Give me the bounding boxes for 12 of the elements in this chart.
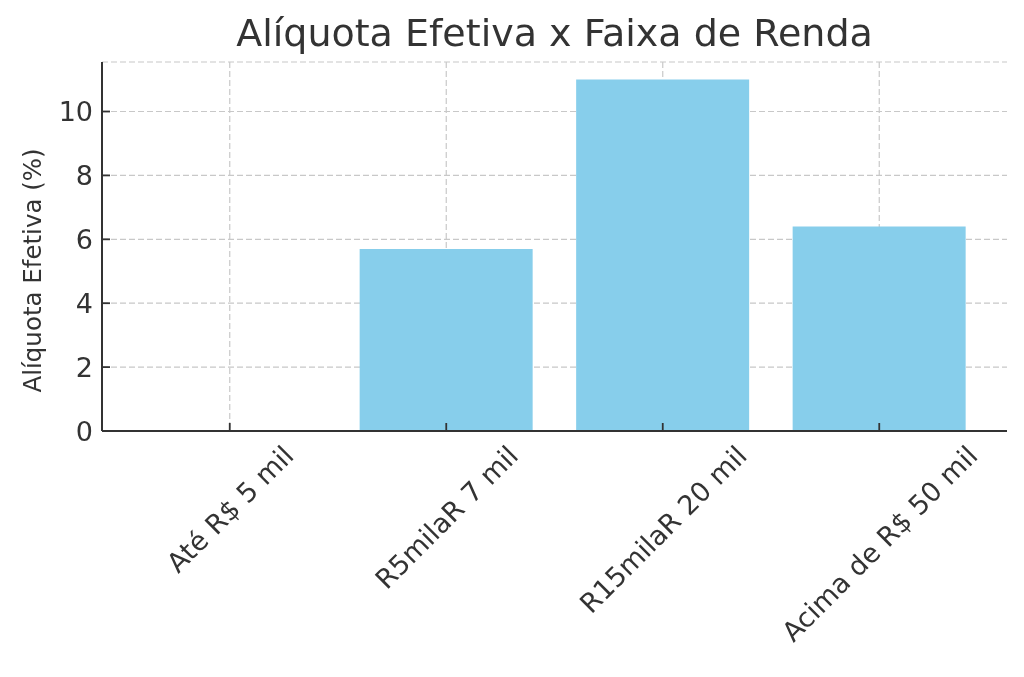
y-tick-label: 2 bbox=[75, 351, 93, 383]
bar bbox=[576, 79, 750, 431]
y-tick-label: 6 bbox=[75, 223, 93, 255]
y-tick-label: 8 bbox=[75, 159, 93, 191]
y-tick-label: 4 bbox=[75, 287, 93, 319]
x-tick-label: Até R$ 5 mil bbox=[160, 439, 300, 579]
chart-title: Alíquota Efetiva x Faixa de Renda bbox=[236, 11, 873, 55]
bar bbox=[792, 226, 966, 431]
y-axis-title: Alíquota Efetiva (%) bbox=[17, 148, 47, 393]
y-tick-label: 10 bbox=[58, 96, 93, 128]
bar bbox=[359, 248, 533, 431]
y-tick-label: 0 bbox=[75, 415, 93, 447]
